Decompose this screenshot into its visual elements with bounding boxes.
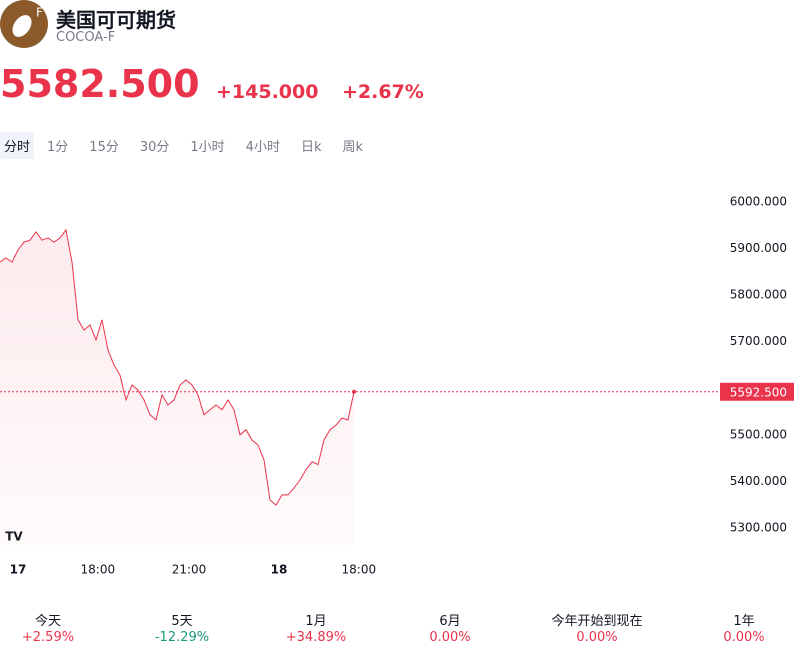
period-label[interactable]: 1月	[305, 614, 327, 629]
y-tick-label: 5300.000	[730, 520, 787, 534]
period-label[interactable]: 5天	[171, 614, 193, 629]
tabs: 分时 1分 15分 30分 1小时 4小时 日k 周k	[0, 132, 376, 159]
periods: 今天 +2.59% 5天 -12.29% 1月 +34.89% 6月 0.00% 今年开始到现在…	[0, 610, 800, 650]
line	[0, 228, 355, 506]
period-label[interactable]: 1年	[733, 614, 755, 629]
x-tick-label: 18	[271, 563, 288, 577]
price-tag	[720, 382, 794, 401]
symbol: COCOA-F	[56, 30, 116, 45]
chart: F TV 5300.0005400.0005500.0005600.000570…	[0, 0, 794, 577]
bean	[12, 15, 32, 37]
y-tick-label: 5400.000	[730, 474, 787, 488]
tab[interactable]: 15分	[89, 140, 119, 155]
tab[interactable]: 1小时	[190, 140, 225, 155]
tab[interactable]: 30分	[139, 140, 170, 155]
area	[0, 230, 354, 545]
tab[interactable]: 日k	[300, 140, 322, 155]
x-tick-label: 17	[10, 563, 27, 577]
period-value[interactable]: +34.89%	[285, 630, 347, 645]
period-value[interactable]: 0.00%	[576, 630, 618, 645]
y-tick-label: 5900.000	[730, 241, 787, 255]
tab[interactable]: 分时	[0, 132, 35, 159]
tab[interactable]: 周k	[342, 140, 364, 155]
change: +145.000	[216, 81, 319, 103]
x-tick-label: 18:00	[342, 563, 377, 577]
period-label[interactable]: 今天	[34, 614, 61, 629]
period-label[interactable]: 今年开始到现在	[551, 614, 643, 629]
change-pct: +2.67%	[342, 81, 424, 103]
x-tick-label: 18:00	[81, 563, 116, 577]
period-label[interactable]: 6月	[439, 614, 461, 629]
tab[interactable]: 4小时	[245, 140, 280, 155]
price: 5582.500	[0, 62, 200, 106]
y-tick-label: 6000.000	[730, 195, 787, 209]
period-value[interactable]: -12.29%	[154, 630, 210, 645]
price-tag-label: 5592.500	[730, 385, 787, 399]
y-tick-label: 5500.000	[730, 427, 787, 441]
period-value[interactable]: 0.00%	[429, 630, 471, 645]
tab[interactable]: 1分	[47, 140, 69, 155]
title: 美国可可期货	[56, 8, 176, 32]
y-tick-label: 5800.000	[730, 288, 787, 302]
period-value[interactable]: +2.59%	[21, 630, 75, 645]
y-tick-label: 5700.000	[730, 334, 787, 348]
icon-badge: F	[36, 6, 43, 20]
x-tick-label: 21:00	[172, 563, 207, 577]
period-value[interactable]: 0.00%	[723, 630, 765, 645]
